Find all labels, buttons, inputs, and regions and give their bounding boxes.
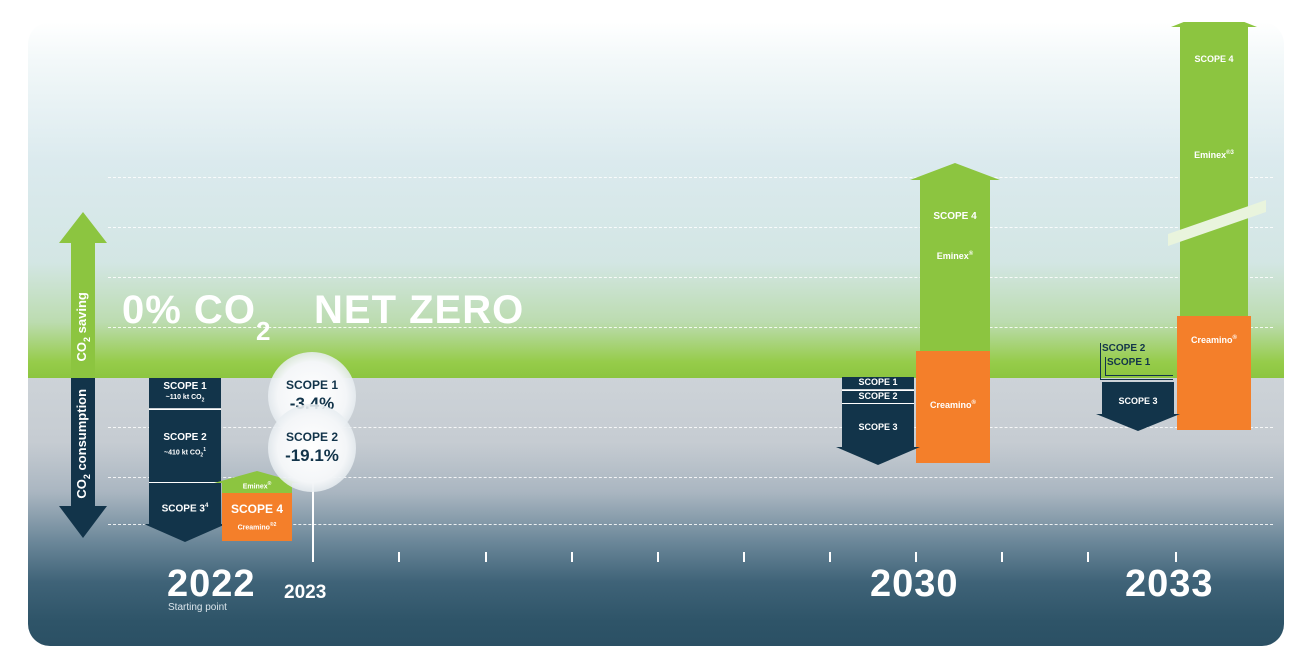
scope3-arrow-2030 [836, 403, 920, 465]
scope2-block-2022: SCOPE 2 ~410 kt CO21 [149, 409, 221, 482]
creamino-block-2030: Creamino® [916, 351, 990, 463]
gridline [108, 227, 1273, 228]
axis-break-2033 [1168, 200, 1266, 246]
year-2023: 2023 [284, 582, 327, 603]
creamino-block-2033: Creamino® [1177, 316, 1251, 430]
scope3-label-2030: SCOPE 3 [858, 422, 898, 432]
net-zero-headline: NET ZERO [314, 288, 525, 332]
zero-percent-headline: 0% CO2 [122, 288, 272, 346]
gridline [108, 327, 1273, 328]
scope2-block-2030: SCOPE 2 [842, 390, 914, 403]
scope1-bracket-2033 [1105, 357, 1173, 376]
timeline-tick [571, 552, 573, 562]
chart-panel: CO2 saving CO2 consumption 0% CO2 NET ZE… [28, 22, 1284, 646]
eminex-label-2022: Eminex® [242, 481, 272, 491]
scope2-bracket-2033 [1100, 343, 1173, 380]
eminex-arrow-2022 [214, 471, 300, 493]
eminex-arrow-2033 [1171, 22, 1257, 316]
saving-axis-label: CO2 saving [74, 292, 92, 362]
eminex-label-2030: Eminex® [936, 251, 974, 261]
timeline-tick [485, 552, 487, 562]
timeline-tick [657, 552, 659, 562]
year-2033: 2033 [1125, 563, 1214, 605]
eminex-arrow-2030 [910, 163, 1000, 352]
gridline [108, 477, 1273, 478]
timeline-tick [743, 552, 745, 562]
gridline [108, 277, 1273, 278]
scope1-label-2033: SCOPE 1 [1107, 357, 1151, 368]
timeline-tick [829, 552, 831, 562]
scope1-block-2030: SCOPE 1 [842, 377, 914, 389]
scope2-change-circle-2023: SCOPE 2 -19.1% [268, 404, 356, 492]
year-2030: 2030 [870, 563, 959, 605]
consumption-axis-label: CO2 consumption [74, 388, 92, 499]
scope2-label-2033: SCOPE 2 [1102, 343, 1146, 354]
scope3-label-2022: SCOPE 34 [161, 503, 209, 515]
timeline-2023-line [312, 442, 314, 562]
scope3-arrow-2022 [144, 482, 226, 542]
scope4-label-2033: SCOPE 4 [1194, 54, 1234, 64]
eminex-label-2033: Eminex®3 [1194, 150, 1234, 160]
year-2022-caption: Starting point [168, 602, 227, 613]
creamino-block-2022: SCOPE 4 Creamino®2 [222, 493, 292, 541]
gridline [108, 177, 1273, 178]
timeline-tick [1087, 552, 1089, 562]
scope4-label-2030: SCOPE 4 [933, 211, 977, 222]
consumption-arrow [59, 378, 107, 538]
scope3-arrow-2033 [1096, 382, 1180, 431]
saving-arrow [59, 212, 107, 378]
timeline-tick [915, 552, 917, 562]
year-2022: 2022 [167, 563, 256, 605]
gridline [108, 524, 1273, 525]
scope3-label-2033: SCOPE 3 [1118, 396, 1158, 406]
timeline-tick [1001, 552, 1003, 562]
gridline [108, 427, 1273, 428]
timeline-tick [1175, 552, 1177, 562]
scope1-block-2022: SCOPE 1 ~110 kt CO2 [149, 378, 221, 408]
timeline-tick [398, 552, 400, 562]
